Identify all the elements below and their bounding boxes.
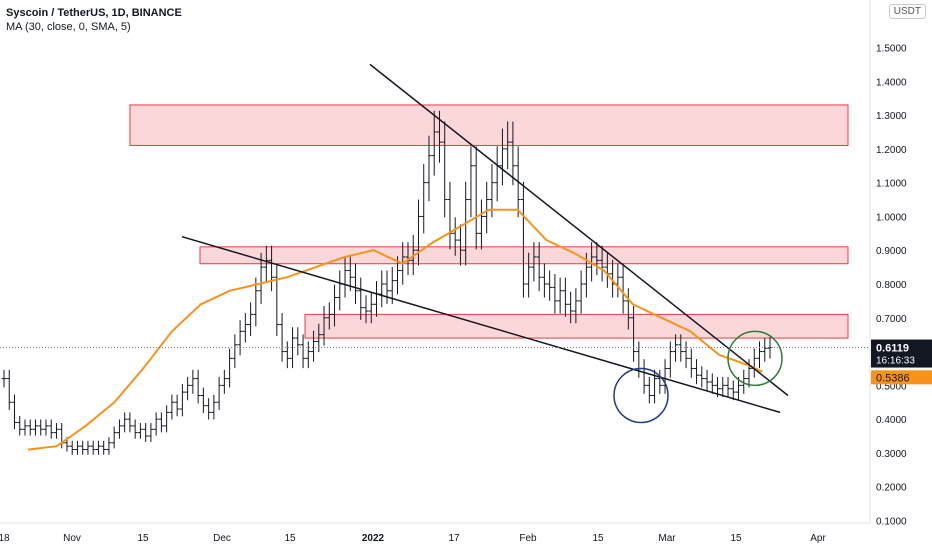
ma-price-value: 0.5386 — [876, 372, 910, 384]
x-tick-label: Dec — [213, 533, 231, 544]
indicator-label[interactable]: MA (30, close, 0, SMA, 5) — [6, 21, 131, 33]
x-tick-label: Apr — [810, 533, 826, 544]
y-tick-label: 0.4000 — [876, 415, 907, 426]
trendline — [181, 235, 781, 414]
last-price-value: 0.6119 — [876, 343, 909, 355]
x-tick-label: 2022 — [362, 533, 385, 544]
x-tick-label: Nov — [63, 533, 81, 544]
y-tick-label: 1.2000 — [876, 145, 907, 156]
x-tick-label: 15 — [284, 533, 296, 544]
x-tick-label: 15 — [137, 533, 149, 544]
resistance-zone — [199, 246, 849, 265]
currency-badge[interactable]: USDT — [888, 4, 926, 19]
trendline — [369, 63, 789, 397]
ma-price-tag — [871, 370, 932, 385]
y-tick-label: 1.1000 — [876, 179, 907, 190]
y-tick-label: 0.3000 — [876, 449, 907, 460]
x-tick-label: Feb — [519, 533, 537, 544]
symbol-title[interactable]: Syscoin / TetherUS, 1D, BINANCE — [6, 7, 182, 19]
y-tick-label: 0.5000 — [876, 381, 907, 392]
highlight-circle — [727, 330, 783, 387]
last-price-tag — [871, 339, 932, 368]
y-tick-label: 0.1000 — [876, 517, 907, 528]
y-tick-label: 0.9000 — [876, 246, 907, 257]
y-tick-label: 1.5000 — [876, 44, 907, 55]
legend: Syscoin / TetherUS, 1D, BINANCE MA (30, … — [6, 6, 182, 34]
y-tick-label: 0.2000 — [876, 483, 907, 494]
resistance-zone — [129, 104, 849, 146]
moving-average-line — [27, 208, 763, 451]
y-tick-label: 0.7000 — [876, 314, 907, 325]
y-tick-label: 1.3000 — [876, 111, 907, 122]
x-tick-label: 15 — [592, 533, 604, 544]
y-tick-label: 1.0000 — [876, 212, 907, 223]
x-tick-label: 15 — [730, 533, 742, 544]
x-tick-label: 17 — [448, 533, 460, 544]
resistance-zone — [304, 313, 849, 339]
y-tick-label: 0.8000 — [876, 280, 907, 291]
x-tick-label: Mar — [658, 533, 676, 544]
countdown-value: 16:16:33 — [876, 356, 915, 367]
y-tick-label: 1.4000 — [876, 77, 907, 88]
x-tick-label: 18 — [0, 533, 10, 544]
highlight-circle — [613, 367, 669, 424]
